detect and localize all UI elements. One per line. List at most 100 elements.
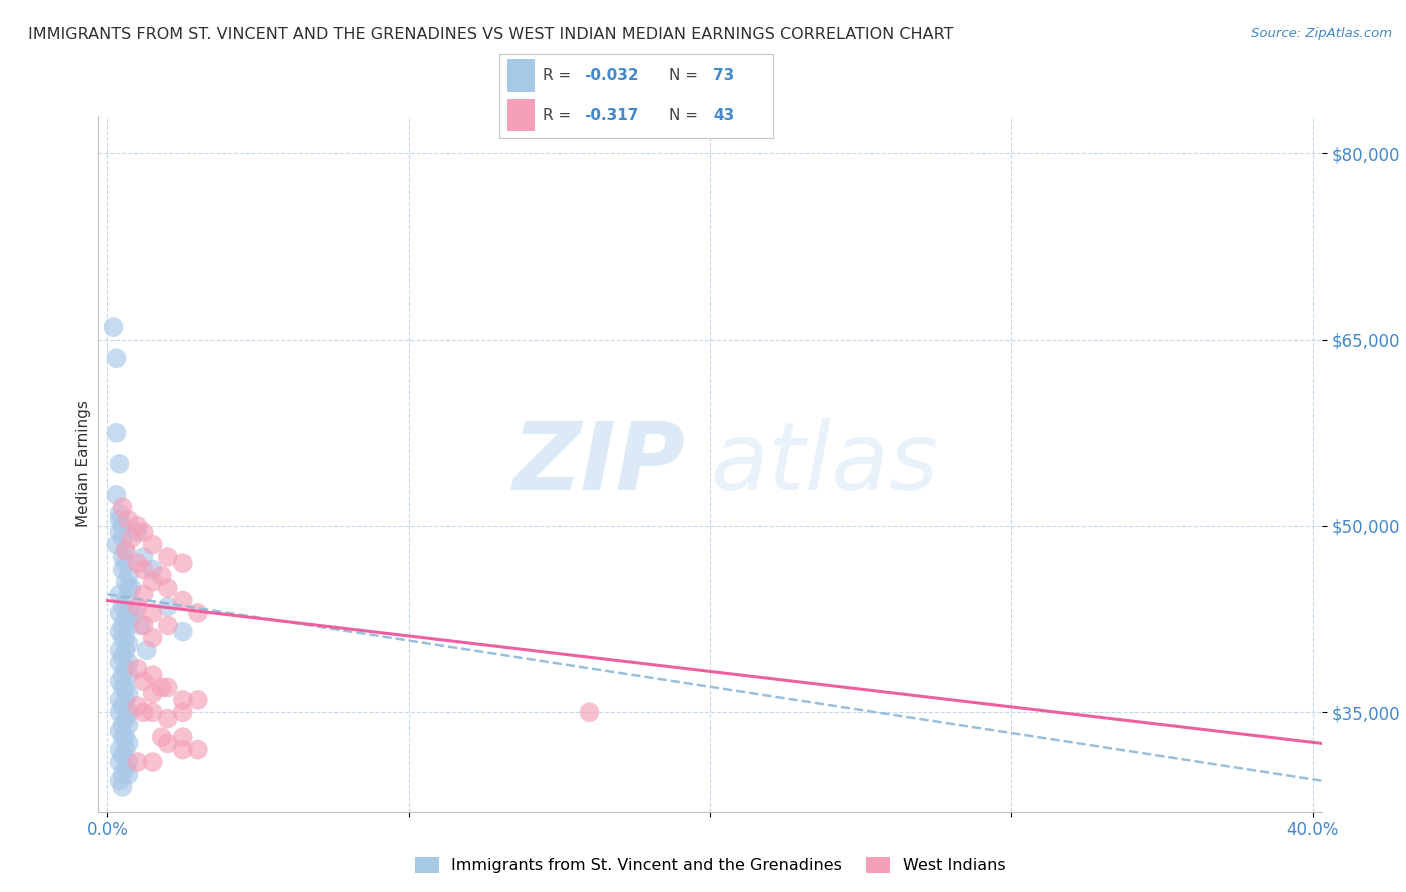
- Point: [127, 755, 149, 769]
- Point: [142, 755, 165, 769]
- Point: [132, 525, 155, 540]
- Point: [578, 706, 600, 720]
- Point: [108, 507, 131, 521]
- Point: [132, 706, 155, 720]
- Point: [114, 556, 136, 570]
- Text: -0.317: -0.317: [583, 108, 638, 123]
- Legend: Immigrants from St. Vincent and the Grenadines, West Indians: Immigrants from St. Vincent and the Gren…: [415, 856, 1005, 873]
- Point: [111, 618, 134, 632]
- Point: [129, 618, 152, 632]
- Point: [114, 543, 136, 558]
- Point: [150, 681, 173, 695]
- Point: [108, 723, 131, 738]
- Point: [156, 681, 179, 695]
- Point: [117, 736, 139, 750]
- Point: [142, 668, 165, 682]
- Point: [108, 706, 131, 720]
- Point: [117, 513, 139, 527]
- Point: [114, 612, 136, 626]
- Point: [108, 742, 131, 756]
- Point: [114, 712, 136, 726]
- Point: [111, 532, 134, 546]
- Point: [111, 631, 134, 645]
- Point: [156, 736, 179, 750]
- Point: [108, 513, 131, 527]
- Point: [132, 587, 155, 601]
- Point: [172, 693, 194, 707]
- Point: [108, 755, 131, 769]
- Point: [117, 767, 139, 781]
- Point: [114, 681, 136, 695]
- Point: [132, 618, 155, 632]
- Text: -0.032: -0.032: [583, 68, 638, 83]
- Point: [142, 562, 165, 576]
- Point: [117, 581, 139, 595]
- Point: [132, 549, 155, 564]
- Point: [108, 656, 131, 670]
- Point: [142, 574, 165, 589]
- Point: [105, 351, 128, 366]
- Point: [127, 519, 149, 533]
- Point: [111, 562, 134, 576]
- Point: [124, 606, 146, 620]
- Text: ZIP: ZIP: [513, 417, 686, 510]
- Point: [172, 624, 194, 639]
- Point: [114, 742, 136, 756]
- Point: [114, 693, 136, 707]
- Point: [172, 730, 194, 744]
- Point: [142, 687, 165, 701]
- Point: [105, 538, 128, 552]
- Point: [150, 730, 173, 744]
- Point: [132, 562, 155, 576]
- Point: [172, 593, 194, 607]
- Point: [127, 556, 149, 570]
- Y-axis label: Median Earnings: Median Earnings: [76, 401, 91, 527]
- Point: [187, 693, 209, 707]
- Point: [111, 717, 134, 731]
- Point: [117, 706, 139, 720]
- Point: [117, 568, 139, 582]
- Point: [135, 643, 157, 657]
- Point: [156, 618, 179, 632]
- Point: [108, 525, 131, 540]
- Point: [127, 699, 149, 714]
- Point: [108, 624, 131, 639]
- Point: [108, 674, 131, 689]
- Point: [105, 488, 128, 502]
- Point: [111, 500, 134, 515]
- Point: [142, 538, 165, 552]
- Point: [172, 706, 194, 720]
- Point: [108, 457, 131, 471]
- Point: [111, 549, 134, 564]
- Point: [117, 755, 139, 769]
- Point: [121, 581, 143, 595]
- Point: [156, 581, 179, 595]
- Point: [108, 606, 131, 620]
- Point: [187, 606, 209, 620]
- Point: [114, 662, 136, 676]
- Point: [114, 631, 136, 645]
- Point: [127, 662, 149, 676]
- Point: [108, 773, 131, 788]
- Point: [132, 674, 155, 689]
- Point: [111, 681, 134, 695]
- Point: [187, 742, 209, 756]
- Point: [117, 717, 139, 731]
- Bar: [508, 60, 534, 92]
- Point: [111, 767, 134, 781]
- Point: [111, 780, 134, 794]
- Point: [114, 543, 136, 558]
- Point: [142, 631, 165, 645]
- Point: [117, 687, 139, 701]
- Point: [142, 706, 165, 720]
- Point: [156, 549, 179, 564]
- Text: 43: 43: [713, 108, 734, 123]
- Point: [114, 593, 136, 607]
- Point: [108, 643, 131, 657]
- Point: [111, 699, 134, 714]
- Point: [108, 587, 131, 601]
- Text: Source: ZipAtlas.com: Source: ZipAtlas.com: [1251, 27, 1392, 40]
- Point: [117, 618, 139, 632]
- Point: [111, 519, 134, 533]
- Text: 73: 73: [713, 68, 734, 83]
